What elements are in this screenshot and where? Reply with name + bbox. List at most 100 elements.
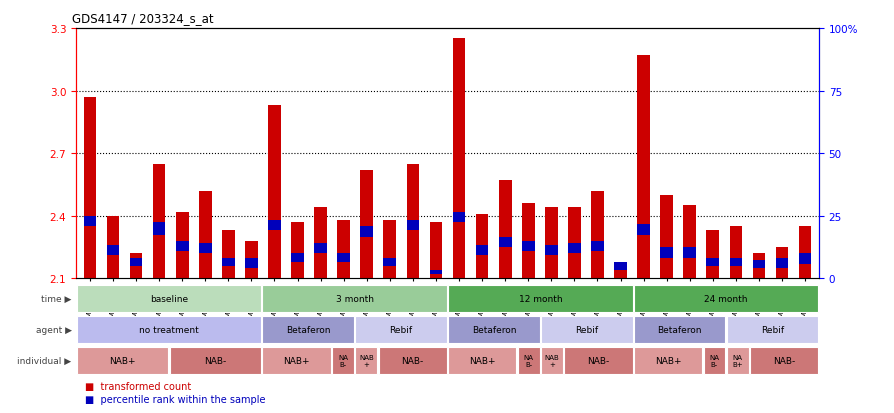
Bar bbox=[268, 106, 281, 279]
Bar bbox=[705, 258, 719, 266]
Bar bbox=[590, 241, 603, 252]
Bar bbox=[775, 247, 788, 279]
Bar bbox=[406, 164, 418, 279]
Text: NAB+: NAB+ bbox=[283, 356, 309, 366]
Text: NA
B-: NA B- bbox=[338, 354, 348, 368]
Bar bbox=[77, 317, 261, 343]
Bar bbox=[106, 216, 119, 279]
Text: agent ▶: agent ▶ bbox=[36, 325, 72, 335]
Text: NA
B+: NA B+ bbox=[731, 354, 742, 368]
Bar bbox=[541, 348, 562, 374]
Bar bbox=[705, 231, 719, 279]
Bar bbox=[660, 195, 672, 279]
Bar bbox=[130, 254, 142, 279]
Bar bbox=[355, 348, 376, 374]
Bar bbox=[175, 212, 189, 279]
Bar bbox=[245, 241, 257, 279]
Bar bbox=[498, 181, 511, 279]
Bar bbox=[262, 348, 331, 374]
Bar bbox=[262, 286, 446, 312]
Bar bbox=[660, 247, 672, 258]
Bar bbox=[170, 348, 261, 374]
Text: no treatment: no treatment bbox=[139, 325, 198, 335]
Bar bbox=[521, 241, 534, 252]
Text: individual ▶: individual ▶ bbox=[18, 356, 72, 366]
Text: NAB
+: NAB + bbox=[358, 354, 373, 368]
Bar bbox=[198, 191, 211, 279]
Text: ■  transformed count: ■ transformed count bbox=[85, 381, 191, 391]
Bar bbox=[521, 204, 534, 279]
Bar bbox=[332, 348, 353, 374]
Text: NAB-: NAB- bbox=[586, 356, 609, 366]
Bar bbox=[726, 317, 817, 343]
Text: time ▶: time ▶ bbox=[41, 294, 72, 304]
Bar bbox=[448, 348, 516, 374]
Bar bbox=[541, 317, 632, 343]
Bar bbox=[448, 286, 632, 312]
Bar bbox=[637, 56, 649, 279]
Bar bbox=[175, 241, 189, 252]
Bar bbox=[683, 206, 696, 279]
Bar bbox=[563, 348, 632, 374]
Text: NA
B-: NA B- bbox=[709, 354, 719, 368]
Bar bbox=[518, 348, 539, 374]
Bar bbox=[83, 97, 97, 279]
Bar bbox=[262, 317, 353, 343]
Bar bbox=[452, 212, 465, 223]
Bar bbox=[314, 243, 326, 254]
Bar bbox=[613, 262, 626, 279]
Bar bbox=[429, 223, 442, 279]
Text: Rebif: Rebif bbox=[389, 325, 412, 335]
Text: 3 month: 3 month bbox=[335, 294, 373, 304]
Text: NAB-: NAB- bbox=[772, 356, 795, 366]
Text: NAB
+: NAB + bbox=[544, 354, 559, 368]
Bar bbox=[498, 237, 511, 247]
Text: NA
B-: NA B- bbox=[523, 354, 533, 368]
Bar bbox=[106, 245, 119, 256]
Bar bbox=[291, 254, 304, 262]
Text: NAB+: NAB+ bbox=[654, 356, 680, 366]
Text: NAB-: NAB- bbox=[204, 356, 226, 366]
Bar bbox=[222, 258, 234, 266]
Text: 12 month: 12 month bbox=[518, 294, 561, 304]
Text: 24 month: 24 month bbox=[704, 294, 747, 304]
Bar bbox=[383, 221, 396, 279]
Bar bbox=[775, 258, 788, 268]
Bar bbox=[613, 262, 626, 271]
Bar bbox=[683, 247, 696, 258]
Bar bbox=[752, 254, 764, 279]
Bar bbox=[314, 208, 326, 279]
Bar bbox=[198, 243, 211, 254]
Bar bbox=[729, 258, 741, 266]
Bar bbox=[153, 223, 165, 235]
Bar bbox=[633, 286, 817, 312]
Bar bbox=[544, 245, 557, 256]
Bar bbox=[383, 258, 396, 266]
Text: NAB+: NAB+ bbox=[468, 356, 495, 366]
Bar bbox=[378, 348, 446, 374]
Bar bbox=[476, 214, 488, 279]
Bar bbox=[568, 243, 580, 254]
Text: ■  percentile rank within the sample: ■ percentile rank within the sample bbox=[85, 394, 266, 404]
Bar bbox=[452, 39, 465, 279]
Bar bbox=[77, 286, 261, 312]
Text: baseline: baseline bbox=[149, 294, 188, 304]
Bar bbox=[360, 227, 373, 237]
Bar bbox=[749, 348, 817, 374]
Bar bbox=[245, 258, 257, 268]
Bar bbox=[153, 164, 165, 279]
Bar bbox=[406, 221, 418, 231]
Bar bbox=[633, 317, 724, 343]
Bar bbox=[797, 254, 811, 264]
Text: NAB+: NAB+ bbox=[109, 356, 136, 366]
Bar bbox=[448, 317, 539, 343]
Text: Rebif: Rebif bbox=[575, 325, 598, 335]
Bar bbox=[360, 171, 373, 279]
Bar bbox=[633, 348, 702, 374]
Bar bbox=[476, 245, 488, 256]
Bar bbox=[429, 271, 442, 275]
Bar bbox=[355, 317, 446, 343]
Bar bbox=[797, 227, 811, 279]
Text: Betaferon: Betaferon bbox=[657, 325, 701, 335]
Bar bbox=[83, 216, 97, 227]
